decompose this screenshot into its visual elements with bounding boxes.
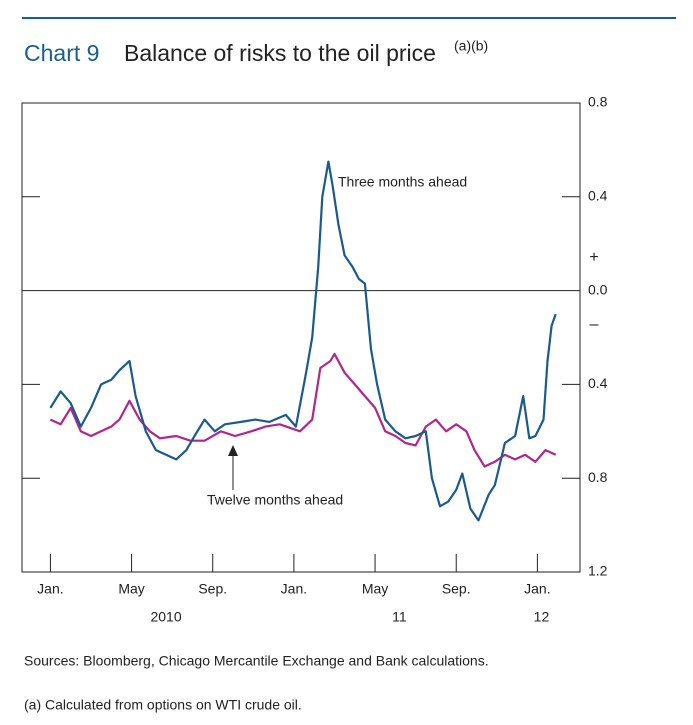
x-tick-label: Sep. — [198, 581, 227, 597]
y-tick-label: 0.4 — [588, 188, 608, 204]
series-label: Three months ahead — [338, 174, 467, 190]
series-line — [49, 160, 557, 522]
year-label: 11 — [392, 609, 407, 625]
arrow-head — [228, 445, 238, 456]
y-tick-label: 0.8 — [588, 469, 608, 485]
footnote: (a) Calculated from options on WTI crude… — [24, 697, 302, 713]
chart-number: Chart 9 — [24, 40, 99, 66]
x-tick-label: Jan. — [281, 581, 307, 597]
sign-label: – — [590, 316, 599, 333]
year-label: 12 — [534, 609, 550, 625]
plot-frame — [21, 102, 581, 573]
y-tick-label: 0.8 — [588, 94, 608, 110]
sign-label: + — [589, 249, 598, 266]
year-label: 2010 — [150, 609, 181, 625]
series-line — [49, 352, 557, 468]
x-tick-label: Jan. — [37, 581, 63, 597]
title-notes: (a)(b) — [454, 38, 488, 54]
x-tick-label: Jan. — [524, 581, 550, 597]
y-tick-label: 1.2 — [588, 563, 608, 579]
chart-title: Balance of risks to the oil price — [124, 40, 436, 66]
sources: Sources: Bloomberg, Chicago Mercantile E… — [24, 653, 489, 669]
x-tick-label: Sep. — [442, 581, 471, 597]
y-tick-label: 0.4 — [588, 375, 608, 391]
y-tick-label: 0.0 — [588, 281, 608, 297]
x-tick-label: May — [362, 581, 388, 597]
x-tick-label: May — [118, 581, 144, 597]
series-label: Twelve months ahead — [207, 492, 343, 508]
